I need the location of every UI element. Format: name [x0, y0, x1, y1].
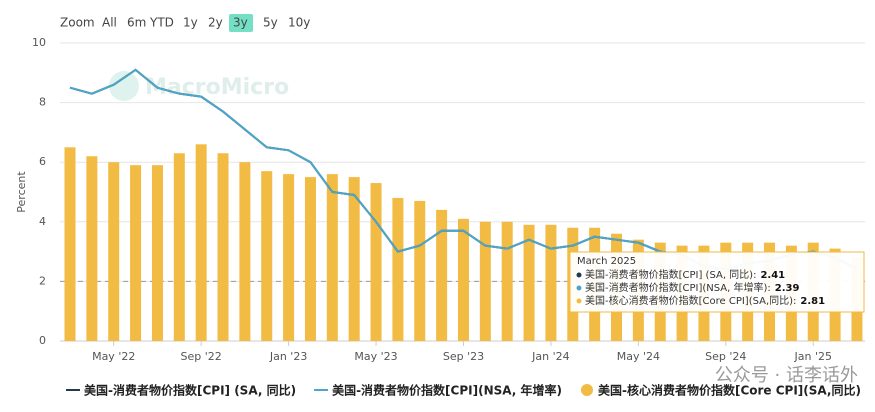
range-button[interactable]: 2y	[208, 16, 223, 30]
bar	[370, 183, 382, 341]
footer-watermark: 公众号 · 话李话外	[715, 365, 858, 386]
tooltip-label: 美国-消费者物价指数[CPI](NSA, 年增率):	[585, 281, 771, 294]
bar	[545, 224, 557, 341]
bar	[217, 153, 229, 341]
bar	[261, 171, 273, 341]
bar	[64, 147, 76, 341]
tooltip-marker	[576, 272, 582, 278]
bar	[173, 153, 185, 341]
range-button[interactable]: 5y	[263, 16, 278, 30]
tooltip-marker	[576, 285, 582, 291]
bar	[239, 162, 251, 341]
tooltip-marker	[576, 298, 582, 304]
tooltip-title: March 2025	[577, 256, 636, 267]
range-button[interactable]: 10y	[288, 16, 310, 30]
bar	[348, 177, 360, 341]
y-tick-label: 4	[39, 215, 46, 228]
bar	[392, 197, 404, 341]
range-button[interactable]: 3y	[233, 16, 248, 30]
bar	[523, 224, 535, 341]
range-button-bg	[229, 14, 253, 32]
y-tick-label: 8	[39, 96, 46, 109]
y-tick-label: 0	[39, 334, 46, 347]
bar	[414, 200, 426, 341]
range-button[interactable]: 1y	[183, 16, 198, 30]
x-tick-label: Sep '22	[181, 350, 222, 363]
legend-label[interactable]: 美国-核心消费者物价指数[Core CPI](SA,同比)	[598, 383, 861, 398]
bar	[108, 162, 120, 341]
x-tick-label: May '22	[92, 350, 135, 363]
bar	[130, 165, 142, 341]
zoom-label: Zoom	[60, 16, 95, 30]
x-tick-label: May '24	[617, 350, 660, 363]
tooltip-value: 2.39	[775, 283, 800, 294]
x-tick-label: Jan '24	[531, 350, 569, 363]
y-tick-label: 2	[39, 274, 46, 287]
tooltip-label: 美国-消费者物价指数[CPI] (SA, 同比):	[585, 268, 756, 281]
bar	[195, 144, 207, 341]
legend-label[interactable]: 美国-消费者物价指数[CPI] (SA, 同比)	[84, 383, 296, 398]
bar	[86, 156, 98, 341]
bar	[457, 218, 469, 341]
x-tick-label: May '23	[354, 350, 397, 363]
bar	[501, 221, 513, 341]
range-button[interactable]: All	[102, 16, 117, 30]
x-tick-label: Sep '23	[443, 350, 484, 363]
legend-label[interactable]: 美国-消费者物价指数[CPI](NSA, 年增率)	[332, 383, 562, 398]
tooltip-value: 2.41	[760, 270, 785, 281]
bar	[151, 165, 163, 341]
y-tick-label: 10	[32, 36, 46, 49]
x-tick-label: Jan '25	[793, 350, 831, 363]
range-button[interactable]: 6m	[127, 16, 146, 30]
watermark-logo	[109, 71, 139, 101]
bar	[479, 221, 491, 341]
range-button[interactable]: YTD	[149, 16, 174, 30]
watermark: MacroMicro	[145, 75, 289, 100]
tooltip-value: 2.81	[800, 296, 825, 307]
x-tick-label: Jan '23	[269, 350, 307, 363]
x-tick-label: Sep '24	[705, 350, 746, 363]
tooltip-label: 美国-核心消费者物价指数[Core CPI](SA,同比):	[585, 294, 796, 307]
y-tick-label: 6	[39, 155, 46, 168]
legend-marker	[580, 384, 593, 396]
bar	[304, 177, 316, 341]
tooltip-box	[569, 251, 865, 313]
bar	[283, 174, 295, 341]
bar	[436, 209, 448, 341]
bar	[326, 174, 338, 341]
y-axis-label: Percent	[15, 171, 28, 213]
